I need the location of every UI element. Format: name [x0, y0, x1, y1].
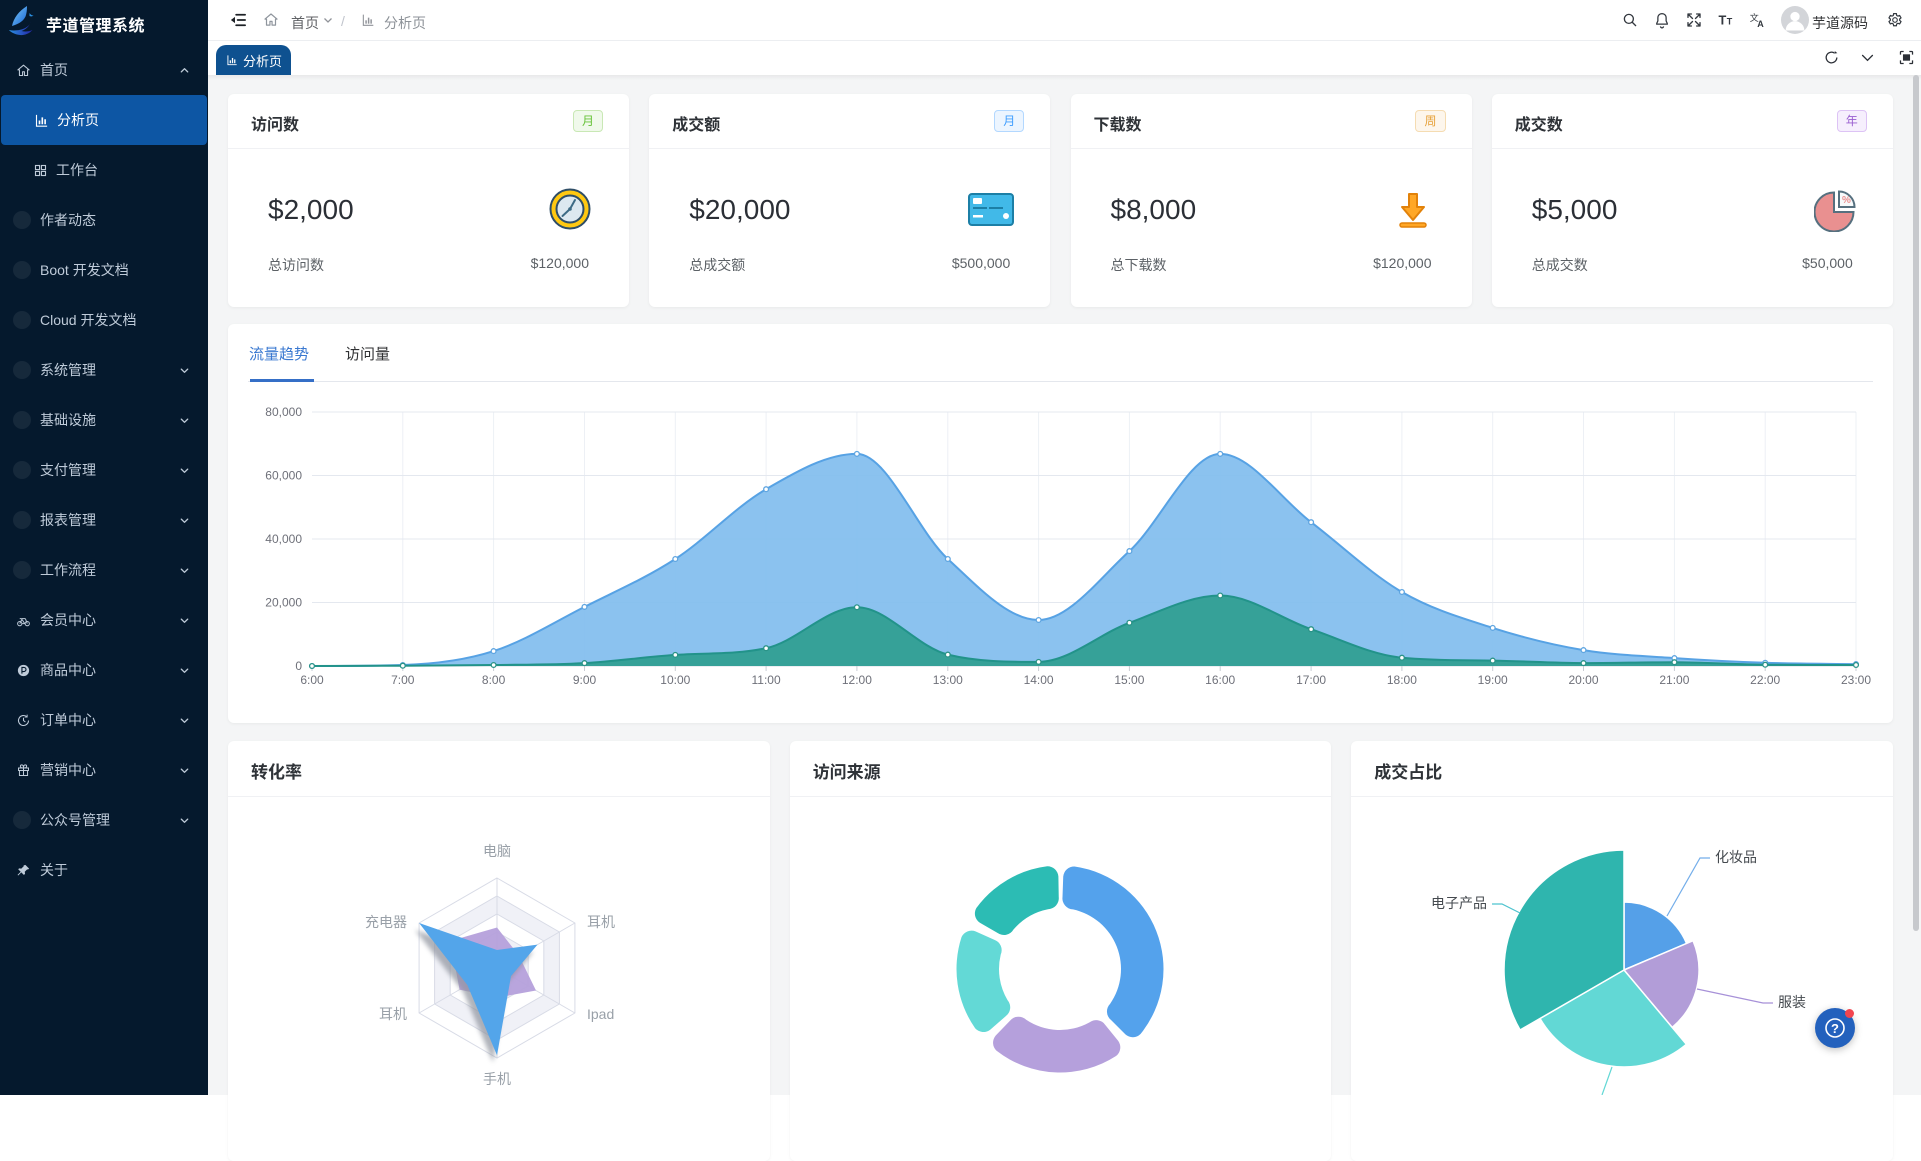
- svg-text:化妆品: 化妆品: [1715, 849, 1757, 865]
- svg-text:11:00: 11:00: [752, 673, 781, 687]
- svg-text:0: 0: [295, 659, 302, 673]
- svg-text:服装: 服装: [1778, 994, 1806, 1010]
- svg-text:文: 文: [1750, 11, 1759, 24]
- svg-text:电脑: 电脑: [483, 843, 511, 859]
- svg-text:充电器: 充电器: [365, 914, 407, 930]
- svg-text:Ipad: Ipad: [587, 1006, 614, 1022]
- svg-text:8:00: 8:00: [482, 673, 506, 687]
- svg-text:6:00: 6:00: [300, 673, 324, 687]
- svg-text:20:00: 20:00: [1568, 673, 1598, 687]
- svg-text:T: T: [1719, 13, 1727, 28]
- svg-text:耳机: 耳机: [587, 914, 615, 930]
- svg-text:17:00: 17:00: [1296, 673, 1326, 687]
- svg-text:23:00: 23:00: [1841, 673, 1871, 687]
- svg-text:T: T: [1727, 17, 1733, 27]
- svg-text:A: A: [1757, 19, 1764, 29]
- svg-text:12:00: 12:00: [842, 673, 872, 687]
- svg-text:80,000: 80,000: [265, 405, 302, 419]
- svg-text:耳机: 耳机: [379, 1006, 407, 1022]
- svg-text:19:00: 19:00: [1478, 673, 1508, 687]
- svg-text:13:00: 13:00: [933, 673, 963, 687]
- svg-text:?: ?: [1831, 1021, 1839, 1036]
- svg-text:40,000: 40,000: [265, 532, 302, 546]
- svg-text:7:00: 7:00: [391, 673, 415, 687]
- svg-text:9:00: 9:00: [573, 673, 597, 687]
- svg-text:21:00: 21:00: [1659, 673, 1689, 687]
- svg-text:15:00: 15:00: [1114, 673, 1144, 687]
- svg-text:60,000: 60,000: [265, 469, 302, 483]
- svg-text:手机: 手机: [483, 1071, 511, 1087]
- svg-text:16:00: 16:00: [1205, 673, 1235, 687]
- svg-text:电子产品: 电子产品: [1431, 895, 1487, 911]
- svg-text:22:00: 22:00: [1750, 673, 1780, 687]
- svg-text:10:00: 10:00: [660, 673, 690, 687]
- svg-text:18:00: 18:00: [1387, 673, 1417, 687]
- svg-text:14:00: 14:00: [1024, 673, 1054, 687]
- svg-text:20,000: 20,000: [265, 596, 302, 610]
- svg-text:%: %: [1842, 195, 1851, 206]
